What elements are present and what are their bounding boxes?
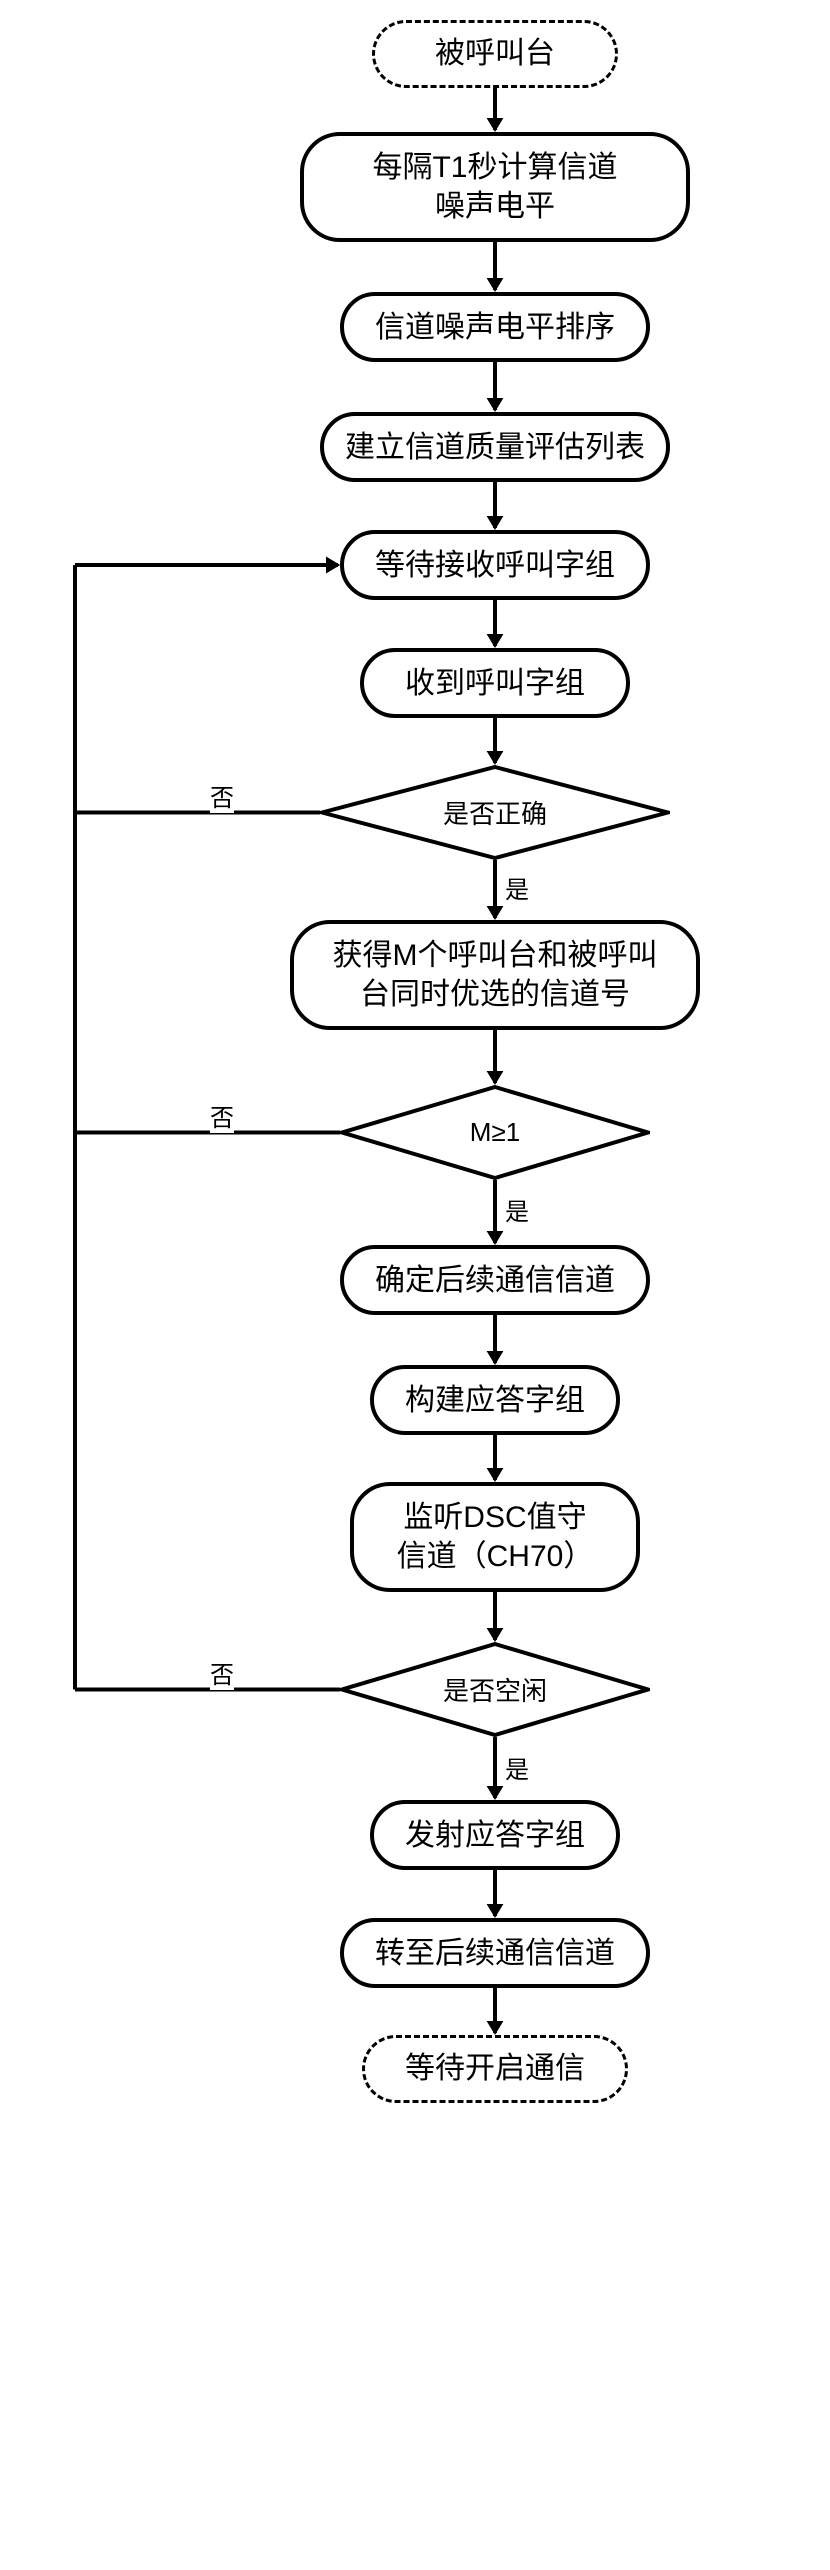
node-text-n7: 确定后续通信信道 — [375, 1261, 615, 1300]
node-text-n4: 等待接收呼叫字组 — [375, 546, 615, 585]
node-n5: 收到呼叫字组 — [360, 648, 630, 718]
label-l_d2_yes: 是 — [505, 1192, 529, 1227]
node-text-n10: 发射应答字组 — [405, 1816, 585, 1855]
node-n10: 发射应答字组 — [370, 1800, 620, 1870]
node-n7: 确定后续通信信道 — [340, 1245, 650, 1315]
node-n6: 获得M个呼叫台和被呼叫台同时优选的信道号 — [290, 920, 700, 1030]
node-text-n8: 构建应答字组 — [405, 1381, 585, 1420]
node-n11: 转至后续通信信道 — [340, 1918, 650, 1988]
node-text-d3: 是否空闲 — [443, 1671, 547, 1708]
label-l_d1_no: 否 — [210, 778, 234, 813]
node-text-n3: 建立信道质量评估列表 — [345, 428, 645, 467]
node-text-n1: 每隔T1秒计算信道噪声电平 — [372, 148, 617, 226]
label-l_d2_no: 否 — [210, 1098, 234, 1133]
node-text-end: 等待开启通信 — [405, 2051, 585, 2087]
node-n1: 每隔T1秒计算信道噪声电平 — [300, 132, 690, 242]
flowchart-canvas: 被呼叫台每隔T1秒计算信道噪声电平信道噪声电平排序建立信道质量评估列表等待接收呼… — [20, 20, 810, 2550]
label-l_d3_no: 否 — [210, 1655, 234, 1690]
node-d3: 是否空闲 — [340, 1642, 650, 1737]
node-n4: 等待接收呼叫字组 — [340, 530, 650, 600]
node-text-n6: 获得M个呼叫台和被呼叫台同时优选的信道号 — [333, 936, 658, 1014]
node-text-n11: 转至后续通信信道 — [375, 1934, 615, 1973]
node-n3: 建立信道质量评估列表 — [320, 412, 670, 482]
node-text-start: 被呼叫台 — [435, 36, 555, 72]
node-text-n9: 监听DSC值守信道（CH70） — [397, 1498, 594, 1576]
node-n8: 构建应答字组 — [370, 1365, 620, 1435]
node-text-n5: 收到呼叫字组 — [405, 664, 585, 703]
label-l_d1_yes: 是 — [505, 870, 529, 905]
node-text-d1: 是否正确 — [443, 794, 547, 831]
node-n9: 监听DSC值守信道（CH70） — [350, 1482, 640, 1592]
node-n2: 信道噪声电平排序 — [340, 292, 650, 362]
node-start: 被呼叫台 — [372, 20, 618, 88]
node-d1: 是否正确 — [320, 765, 670, 860]
node-end: 等待开启通信 — [362, 2035, 628, 2103]
node-text-d2: M≥1 — [470, 1117, 520, 1148]
label-l_d3_yes: 是 — [505, 1750, 529, 1785]
node-text-n2: 信道噪声电平排序 — [375, 308, 615, 347]
node-d2: M≥1 — [340, 1085, 650, 1180]
